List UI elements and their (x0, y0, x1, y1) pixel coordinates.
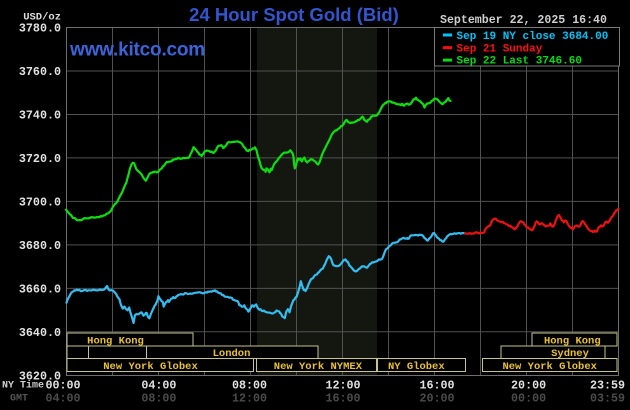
svg-text:16:00: 16:00 (325, 392, 360, 406)
svg-text:3660.0: 3660.0 (19, 282, 61, 296)
svg-text:New York Globex: New York Globex (502, 361, 597, 373)
svg-text:04:00: 04:00 (45, 392, 80, 406)
svg-text:08:00: 08:00 (232, 379, 267, 393)
svg-text:Hong Kong: Hong Kong (87, 336, 144, 348)
svg-text:3640.0: 3640.0 (19, 326, 61, 340)
svg-text:3720.0: 3720.0 (19, 152, 61, 166)
svg-text:20:00: 20:00 (419, 392, 454, 406)
svg-text:16:00: 16:00 (419, 379, 454, 393)
svg-text:NY Globex: NY Globex (388, 361, 445, 373)
svg-text:3780.0: 3780.0 (19, 22, 61, 36)
svg-text:03:59: 03:59 (590, 392, 625, 406)
svg-text:www.kitco.com: www.kitco.com (69, 40, 205, 61)
svg-text:3620.0: 3620.0 (19, 369, 61, 383)
svg-text:New York NYMEX: New York NYMEX (274, 361, 363, 373)
svg-text:London: London (213, 348, 251, 360)
svg-text:04:00: 04:00 (141, 379, 176, 393)
svg-text:00:00: 00:00 (45, 379, 80, 393)
svg-text:3740.0: 3740.0 (19, 109, 61, 123)
svg-text:3760.0: 3760.0 (19, 65, 61, 79)
svg-text:Sep 21 Sunday: Sep 21 Sunday (457, 44, 543, 56)
svg-text:24 Hour Spot Gold (Bid): 24 Hour Spot Gold (Bid) (189, 4, 399, 25)
svg-text:08:00: 08:00 (141, 392, 176, 406)
svg-text:Hong Kong: Hong Kong (544, 336, 601, 348)
svg-text:Sep 19 NY close 3684.00: Sep 19 NY close 3684.00 (457, 31, 609, 43)
svg-text:23:59: 23:59 (590, 379, 625, 393)
svg-text:3680.0: 3680.0 (19, 239, 61, 253)
svg-text:New York Globex: New York Globex (103, 361, 198, 373)
svg-text:Sydney: Sydney (551, 348, 590, 360)
svg-text:GMT: GMT (10, 394, 28, 405)
svg-text:20:00: 20:00 (511, 379, 546, 393)
svg-text:NY Time: NY Time (2, 380, 44, 392)
svg-text:12:00: 12:00 (232, 392, 267, 406)
svg-text:3700.0: 3700.0 (19, 195, 61, 209)
svg-text:12:00: 12:00 (325, 379, 360, 393)
svg-text:September 22, 2025 16:40: September 22, 2025 16:40 (440, 14, 607, 27)
svg-text:00:00: 00:00 (511, 392, 546, 406)
svg-text:Sep 22 Last 3746.60: Sep 22 Last 3746.60 (457, 55, 582, 67)
svg-text:USD/oz: USD/oz (23, 12, 61, 24)
